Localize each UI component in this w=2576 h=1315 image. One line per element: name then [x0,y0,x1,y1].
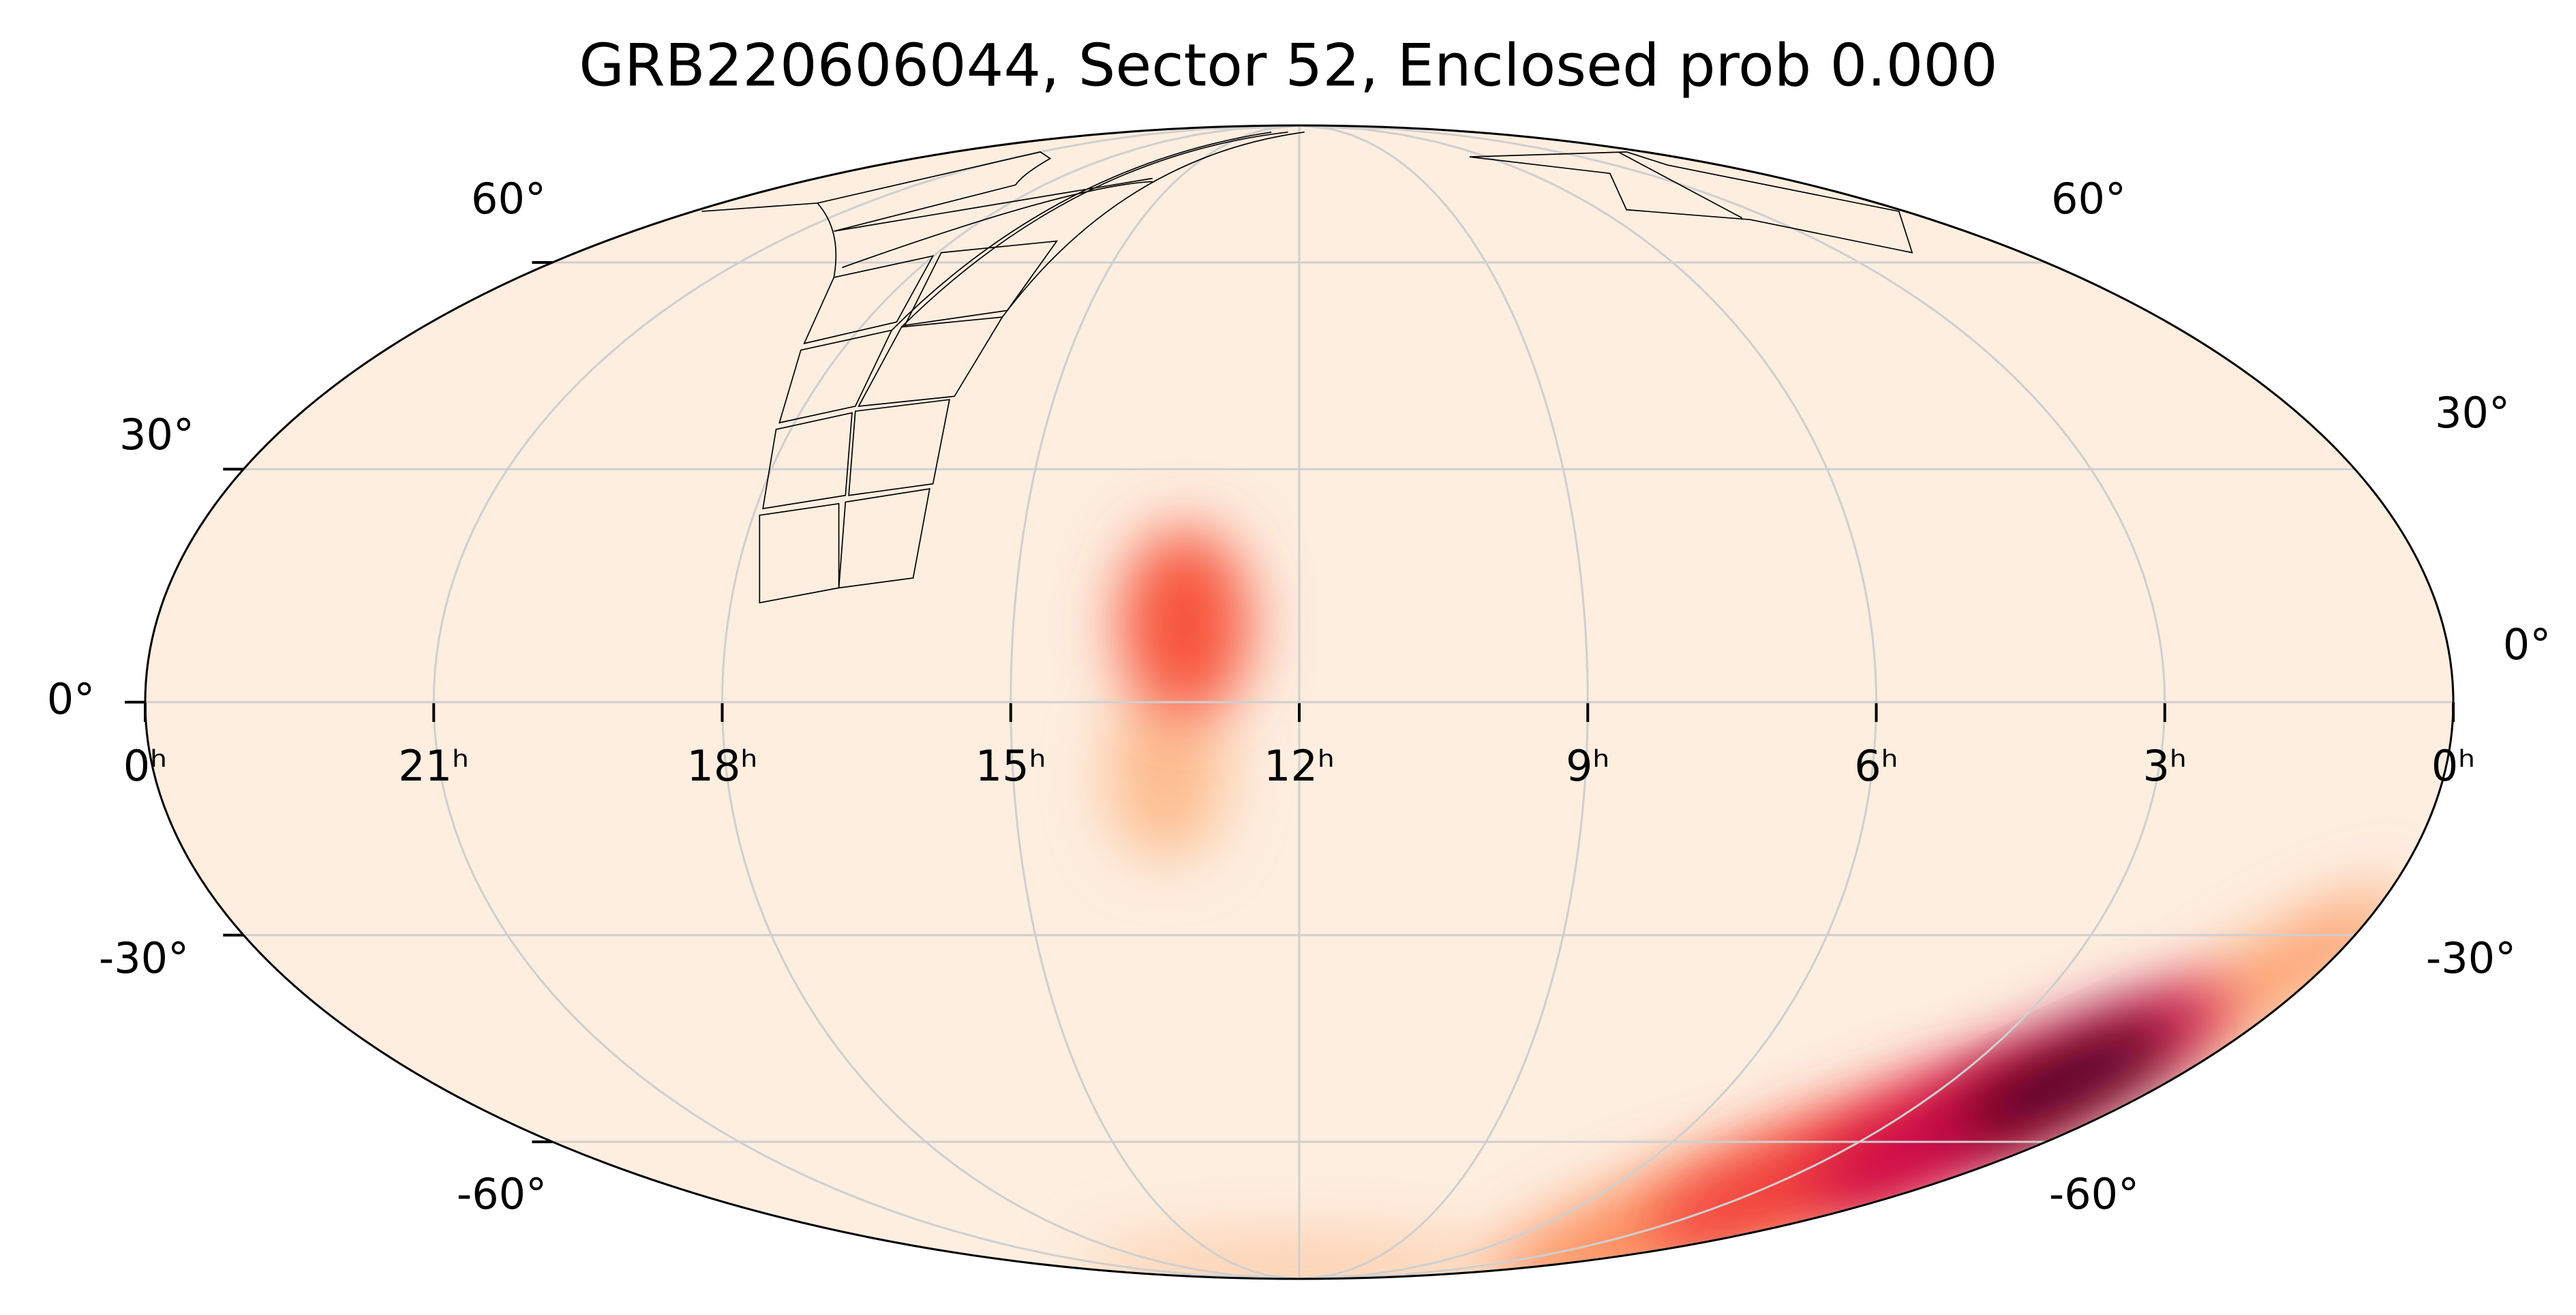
probability-map [1081,528,2408,1279]
y-tick-label: -30° [99,933,189,983]
x-tick-label: 0ʰ [123,741,168,791]
x-tick-label: 9ʰ [1566,741,1610,791]
y-tick-label: -60° [2049,1169,2139,1219]
y-tick-label: 30° [119,410,194,459]
chart-title: GRB220606044, Sector 52, Enclosed prob 0… [579,31,1998,100]
sector-footprints [701,131,1913,604]
x-tick-label: 15ʰ [975,741,1046,791]
sky-boundary [144,124,2455,1280]
probability-peak [1120,528,1250,720]
y-tick-label: -60° [457,1169,547,1219]
y-tick-label: 0° [47,674,95,724]
probability-peak [1961,1027,2172,1136]
y-tick-label: 60° [2051,174,2126,224]
y-tick-label: 60° [471,174,546,224]
x-tick-label: 6ʰ [1854,741,1898,791]
x-tick-label: 3ʰ [2142,741,2187,791]
x-tick-label: 0ʰ [2431,741,2476,791]
y-tick-label: -30° [2426,933,2516,983]
y-tick-label: 0° [2503,620,2551,669]
x-tick-label: 21ʰ [398,741,469,791]
probability-peak [1108,695,1224,859]
x-tick-label: 18ʰ [687,741,758,791]
y-tick-label: 30° [2435,388,2510,438]
x-tick-label: 12ʰ [1264,741,1335,791]
